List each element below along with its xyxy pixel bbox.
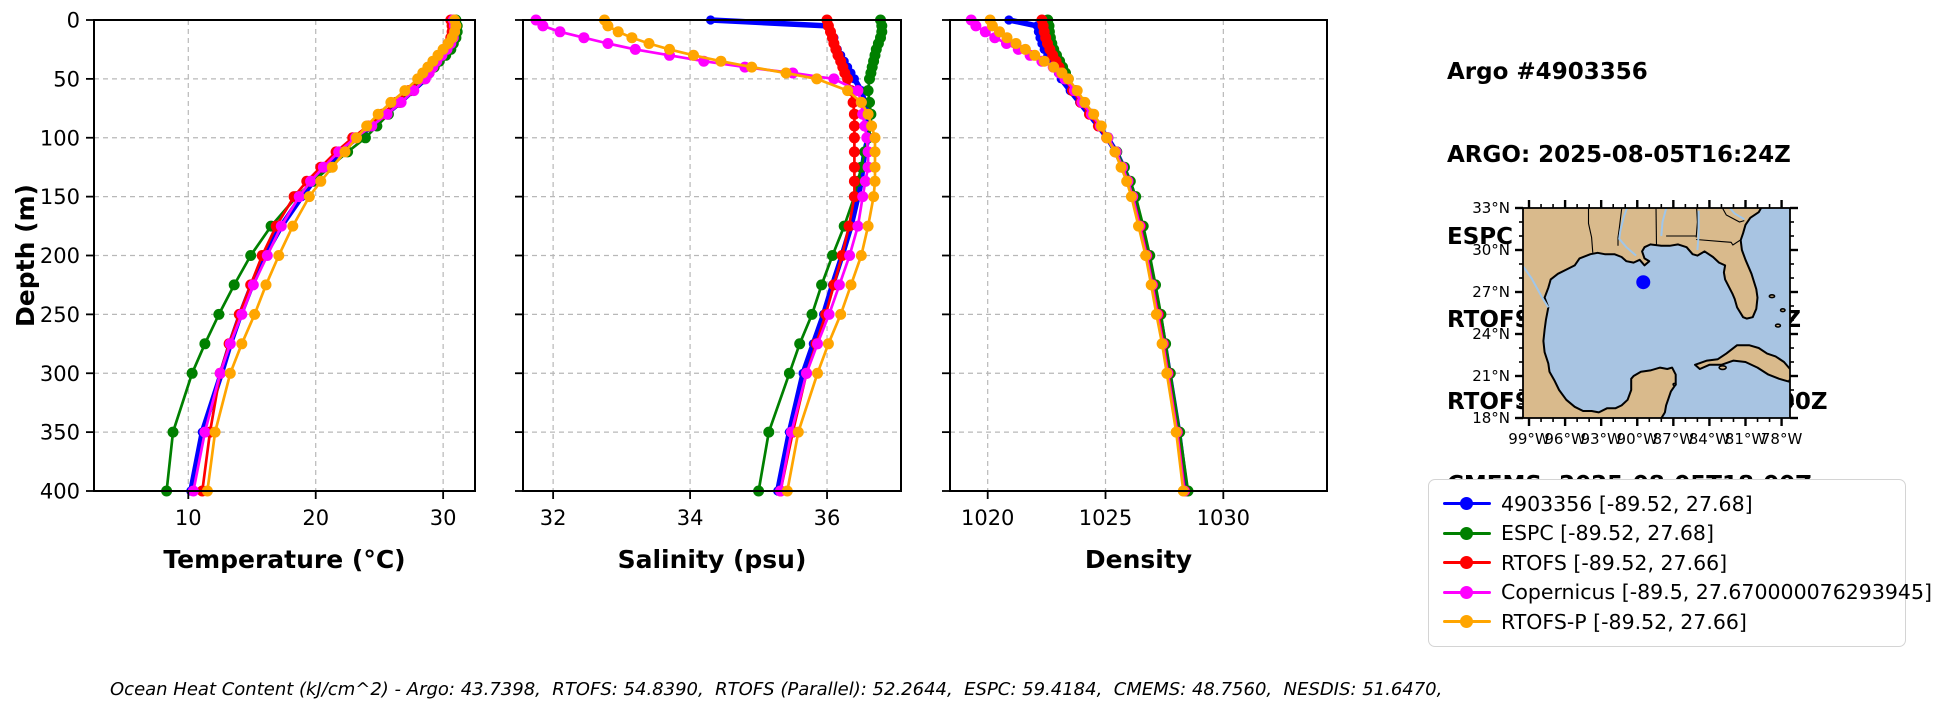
svg-text:200: 200 — [40, 244, 80, 268]
svg-text:1025: 1025 — [1079, 506, 1132, 530]
svg-text:20: 20 — [302, 506, 329, 530]
svg-text:30°N: 30°N — [1472, 241, 1510, 259]
svg-text:87°W: 87°W — [1653, 430, 1695, 448]
svg-text:21°N: 21°N — [1472, 367, 1510, 385]
svg-text:1020: 1020 — [961, 506, 1014, 530]
svg-text:1030: 1030 — [1197, 506, 1250, 530]
chart-0: 10 20 30050100150200250300350400Temperatur… — [11, 9, 476, 574]
svg-text:0: 0 — [67, 9, 80, 33]
svg-text:Temperature (°C): Temperature (°C) — [163, 545, 405, 574]
legend-line-icon — [1443, 585, 1491, 599]
svg-text:81°W: 81°W — [1725, 430, 1767, 448]
legend-line-icon — [1443, 526, 1491, 540]
legend-line-icon — [1443, 556, 1491, 570]
svg-text:90°W: 90°W — [1617, 430, 1659, 448]
svg-text:300: 300 — [40, 362, 80, 386]
svg-text:34: 34 — [677, 506, 704, 530]
profile-charts: 10 20 30050100150200250300350400Temperatur… — [11, 9, 1328, 574]
legend-dot-icon — [1460, 497, 1473, 511]
float-position-marker — [1636, 275, 1651, 290]
svg-text:18°N: 18°N — [1472, 409, 1510, 427]
svg-text:Salinity (psu): Salinity (psu) — [618, 545, 807, 574]
legend-dot-icon — [1460, 585, 1473, 599]
gulf-of-mexico-map: 33°N 30°N 27°N 24°N 21°N 18°N 99°W96°W93°W90°W… — [1472, 199, 1803, 448]
legend-dot-icon — [1460, 615, 1473, 629]
legend-dot-icon — [1460, 556, 1473, 570]
svg-text:78°W: 78°W — [1761, 430, 1803, 448]
svg-text:50: 50 — [53, 67, 80, 91]
svg-text:250: 250 — [40, 303, 80, 327]
legend-item-espc: ESPC [-89.52, 27.68] — [1441, 519, 1893, 549]
panel-title: Argo #4903356 — [1447, 59, 1648, 85]
svg-text:100: 100 — [40, 126, 80, 150]
ocean-heat-content-footer: Ocean Heat Content (kJ/cm^2) - Argo: 43.… — [110, 679, 1443, 700]
svg-text:36: 36 — [814, 506, 841, 530]
legend-item-rtofs-p: RTOFS-P [-89.52, 27.66] — [1441, 607, 1893, 637]
svg-text:24°N: 24°N — [1472, 325, 1510, 343]
legend-item-argo: 4903356 [-89.52, 27.68] — [1441, 489, 1893, 519]
legend-item-rtofs: RTOFS [-89.52, 27.66] — [1441, 548, 1893, 578]
svg-text:10: 10 — [175, 506, 202, 530]
legend-line-icon — [1443, 615, 1491, 629]
legend-line-icon — [1443, 497, 1491, 511]
svg-text:96°W: 96°W — [1544, 430, 1586, 448]
svg-text:Depth (m): Depth (m) — [11, 184, 40, 327]
svg-text:32: 32 — [540, 506, 567, 530]
timestamp-argo: ARGO: 2025-08-05T16:24Z — [1447, 141, 1791, 168]
svg-text:150: 150 — [40, 185, 80, 209]
legend: 4903356 [-89.52, 27.68] ESPC [-89.52, 27… — [1428, 479, 1932, 647]
svg-text:93°W: 93°W — [1580, 430, 1622, 448]
svg-text:27°N: 27°N — [1472, 283, 1510, 301]
svg-text:33°N: 33°N — [1472, 199, 1510, 217]
svg-text:350: 350 — [40, 421, 80, 445]
svg-text:30: 30 — [430, 506, 457, 530]
svg-text:99°W: 99°W — [1508, 430, 1550, 448]
svg-text:Density: Density — [1085, 545, 1192, 574]
legend-item-copernicus: Copernicus [-89.5, 27.670000076293945] — [1441, 578, 1932, 608]
legend-dot-icon — [1460, 526, 1473, 540]
chart-1: 32 34 36 Salinity (psu) — [515, 14, 902, 574]
svg-text:400: 400 — [40, 480, 80, 504]
svg-text:84°W: 84°W — [1689, 430, 1731, 448]
